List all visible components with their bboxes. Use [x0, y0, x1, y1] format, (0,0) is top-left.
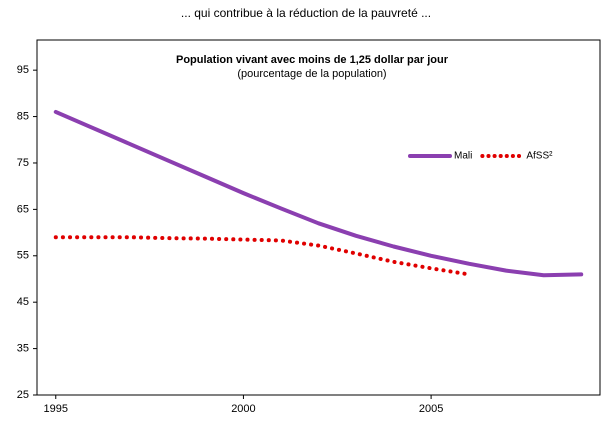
x-tick-label: 2000: [231, 403, 255, 415]
legend-label: AfSS²: [526, 151, 553, 162]
chart-subtitle: (pourcentage de la population): [237, 68, 386, 80]
legend-label: Mali: [454, 151, 472, 162]
y-tick-label: 45: [17, 296, 29, 308]
y-tick-label: 95: [17, 64, 29, 76]
heading: ... qui contribue à la réduction de la p…: [181, 6, 431, 20]
y-tick-label: 75: [17, 157, 29, 169]
y-tick-label: 35: [17, 343, 29, 355]
y-tick-label: 65: [17, 203, 29, 215]
plot-frame: [36, 39, 601, 396]
series-line: [53, 235, 471, 277]
y-tick-label: 55: [17, 250, 29, 262]
chart-title: Population vivant avec moins de 1,25 dol…: [176, 54, 449, 66]
y-tick-label: 25: [17, 389, 29, 401]
y-tick-label: 85: [17, 110, 29, 122]
x-tick-label: 1995: [44, 403, 68, 415]
x-tick-label: 2005: [419, 403, 443, 415]
series-line: [53, 109, 584, 278]
